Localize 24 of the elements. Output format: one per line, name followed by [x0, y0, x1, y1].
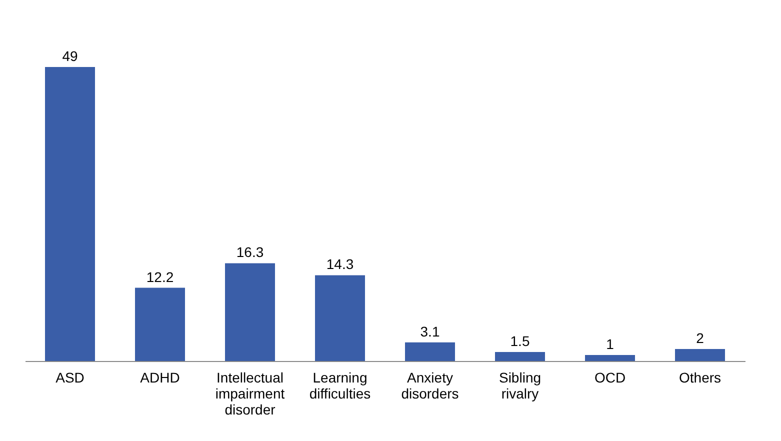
x-tick-label: Others — [678, 370, 722, 386]
data-label: 12.2 — [146, 268, 174, 285]
x-tick-label: Intellectual impairment disorder — [215, 370, 285, 418]
data-label: 3.1 — [420, 323, 440, 340]
data-label: 49 — [62, 48, 78, 64]
bar — [45, 67, 95, 361]
bar — [405, 342, 455, 361]
x-tick-label: Sibling rivalry — [498, 370, 542, 402]
data-label: 1 — [606, 336, 614, 352]
x-tick-label: ASD — [56, 370, 84, 386]
bar — [495, 352, 545, 361]
bar — [585, 355, 635, 361]
x-tick-label: Anxiety disorders — [401, 370, 459, 402]
bar — [225, 263, 275, 361]
data-label: 14.3 — [326, 256, 354, 272]
bar — [135, 288, 185, 361]
x-tick-label: ADHD — [140, 370, 180, 386]
x-tick-label: Learning difficulties — [309, 370, 371, 402]
x-tick-label: OCD — [594, 370, 626, 386]
bar — [675, 349, 725, 361]
data-label: 16.3 — [236, 244, 264, 260]
bar — [315, 275, 365, 361]
data-label: 2 — [696, 330, 704, 346]
data-label: 1.5 — [510, 333, 530, 349]
